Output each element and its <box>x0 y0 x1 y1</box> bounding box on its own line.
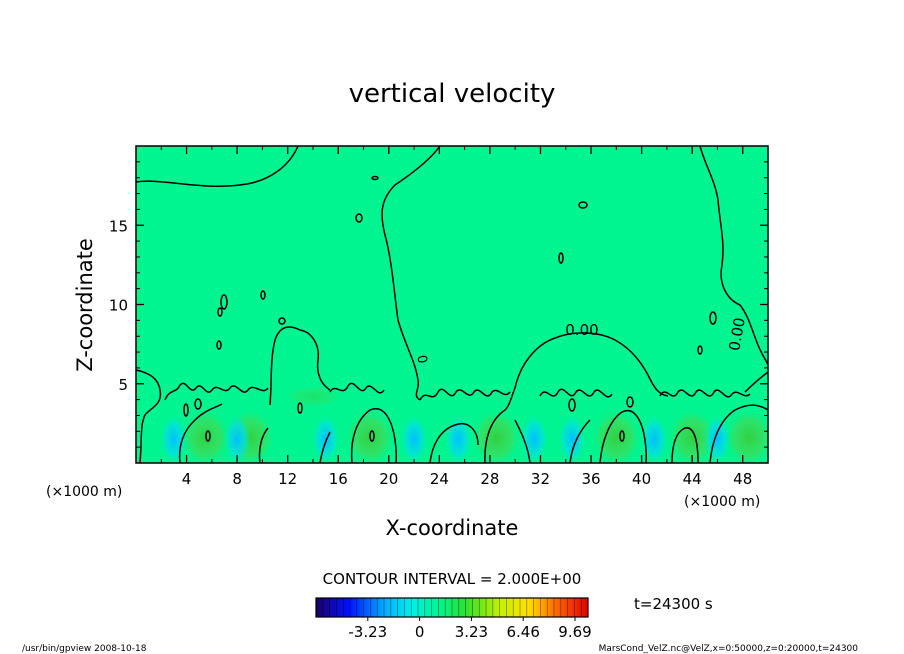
chart-title: vertical velocity <box>349 79 556 109</box>
footer-right: MarsCond_VelZ.nc@VelZ,x=0:50000,z=0:2000… <box>599 644 859 654</box>
contour-line <box>709 404 768 463</box>
contour-line <box>659 389 751 398</box>
downdraft-region <box>444 413 473 463</box>
x-axis-label: X-coordinate <box>386 516 519 540</box>
contour-line <box>599 409 647 463</box>
time-label: t=24300 s <box>634 595 713 613</box>
contour-cell <box>619 430 625 442</box>
colorbar-tick-label: 3.23 <box>455 623 488 641</box>
colorbar-frame <box>315 597 589 618</box>
contour-cell <box>568 398 576 412</box>
x-tick-label: 16 <box>329 470 348 488</box>
colorbar-tick-label: -3.23 <box>348 623 387 641</box>
contour-line <box>699 146 768 366</box>
contour-line <box>569 419 591 463</box>
downdraft-region <box>223 413 252 463</box>
field-background <box>136 146 768 463</box>
contour-label: 0 <box>413 354 429 365</box>
y-tick-label: 5 <box>118 376 128 394</box>
downdraft-region <box>703 413 732 463</box>
contour-line <box>514 419 531 463</box>
x-tick-label: 24 <box>430 470 449 488</box>
contour-label: 0.00 <box>725 316 749 352</box>
updraft-region <box>282 384 343 409</box>
contour-cell <box>578 201 588 209</box>
x-tick-label: 28 <box>480 470 499 488</box>
downdraft-region <box>558 413 587 463</box>
contour-line <box>258 427 269 463</box>
contour-line <box>484 387 516 463</box>
x-tick-label: 48 <box>733 470 752 488</box>
colorbar-tick-label: 6.46 <box>507 623 540 641</box>
updraft-region <box>723 407 768 463</box>
contour-line <box>671 427 699 463</box>
contour-interval: CONTOUR INTERVAL = 2.000E+00 <box>323 570 582 588</box>
contour-cell <box>217 307 223 317</box>
contour-cell <box>278 317 286 325</box>
x-tick-label: 36 <box>581 470 600 488</box>
contour-cell <box>205 430 211 442</box>
x-tick-label: 8 <box>232 470 242 488</box>
contour-cell <box>369 430 375 442</box>
contour-line <box>136 369 162 463</box>
contour-line <box>419 388 511 401</box>
contour-cell <box>626 396 634 408</box>
y-tick-label: 10 <box>109 297 128 315</box>
contour-line <box>164 382 269 401</box>
updraft-region <box>470 407 523 463</box>
contour-cell <box>194 398 202 410</box>
x-tick-label: 40 <box>632 470 651 488</box>
contour-line <box>381 146 441 401</box>
x-tick-label: 20 <box>379 470 398 488</box>
contour-lines <box>136 146 768 463</box>
colorbar-dividers <box>322 598 582 617</box>
contour-line <box>269 326 331 406</box>
contour-label: 0.00 <box>565 321 598 339</box>
y-axis: 5 10 15 <box>109 161 768 448</box>
x-tick-label: 44 <box>683 470 702 488</box>
x-unit-label-left: (×1000 m) <box>46 484 122 500</box>
contour-cell <box>355 213 363 223</box>
contour-line <box>329 382 385 394</box>
contour-line <box>136 146 299 187</box>
colorbar: -3.23 0 3.23 6.46 9.69 <box>315 597 592 641</box>
contour-cell <box>371 175 379 181</box>
contour-cell <box>220 294 228 310</box>
updraft-region <box>590 407 643 463</box>
plot-area <box>136 146 768 463</box>
x-tick-label: 4 <box>182 470 192 488</box>
downdraft-region <box>640 413 669 463</box>
field-anomalies <box>159 384 768 463</box>
contour-line <box>350 408 397 463</box>
contour-cell <box>183 403 189 417</box>
footer-left: /usr/bin/gpview 2008-10-18 <box>22 644 147 654</box>
x-unit-label-right: (×1000 m) <box>684 494 760 510</box>
contour-line <box>514 332 669 397</box>
contour-line <box>319 431 331 463</box>
y-tick-label: 15 <box>109 217 128 235</box>
x-tick-label: 12 <box>278 470 297 488</box>
colorbar-tick-label: 9.69 <box>558 623 591 641</box>
contour-line <box>429 423 479 463</box>
colorbar-ticks: -3.23 0 3.23 6.46 9.69 <box>348 617 592 641</box>
x-tick-label: 32 <box>531 470 550 488</box>
contour-cell <box>697 345 703 355</box>
y-axis-label: Z-coordinate <box>73 238 97 372</box>
contour-cell <box>260 290 266 300</box>
downdraft-region <box>159 413 188 463</box>
contour-cell <box>297 402 303 414</box>
contour-cell <box>216 340 222 350</box>
colorbar-tick-label: 0 <box>415 623 425 641</box>
x-axis: 4 8 12 16 20 24 28 32 36 40 44 48 <box>160 146 752 488</box>
downdraft-region <box>400 413 429 463</box>
contour-cell <box>558 252 564 264</box>
contour-line <box>539 388 613 398</box>
contour-line <box>744 371 768 393</box>
contour-cell <box>709 311 717 325</box>
downdraft-region <box>311 413 340 463</box>
contour-line <box>178 403 223 463</box>
